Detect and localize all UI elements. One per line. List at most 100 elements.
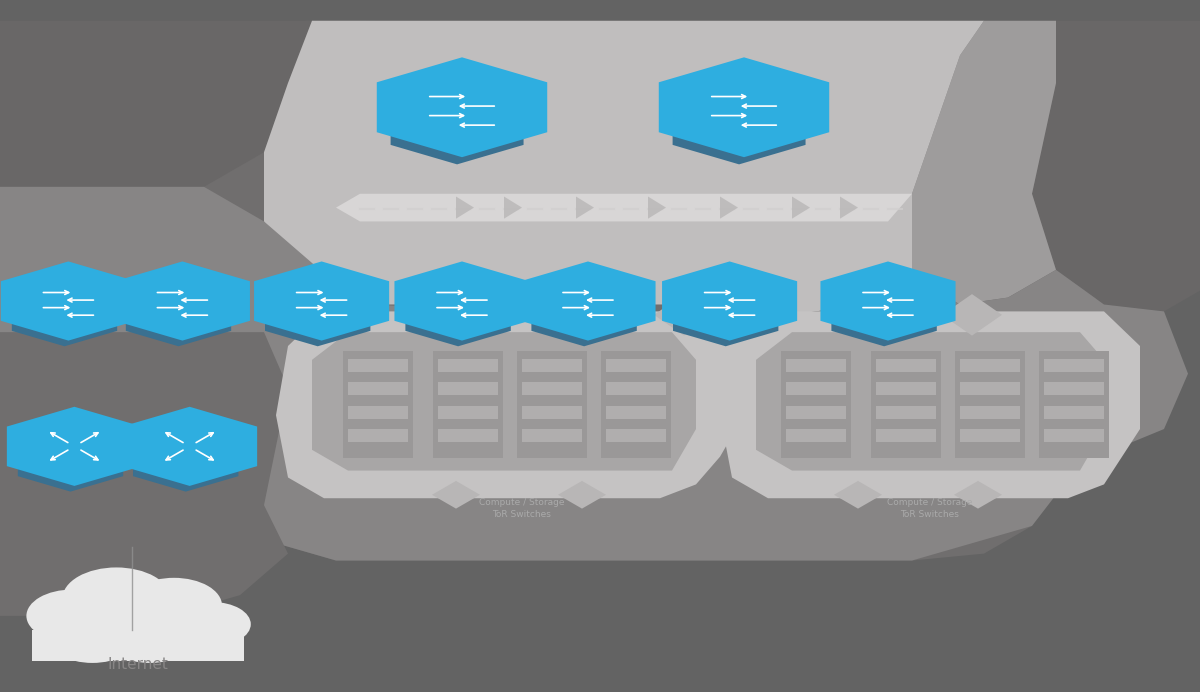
Polygon shape bbox=[432, 481, 480, 509]
Bar bbox=[522, 358, 582, 372]
Polygon shape bbox=[1, 262, 136, 340]
Bar bbox=[438, 382, 498, 395]
Polygon shape bbox=[840, 197, 858, 219]
Bar bbox=[606, 358, 666, 372]
Bar bbox=[960, 430, 1020, 442]
Polygon shape bbox=[912, 21, 1056, 304]
Polygon shape bbox=[673, 284, 779, 346]
Polygon shape bbox=[546, 294, 606, 336]
Bar bbox=[786, 382, 846, 395]
Bar bbox=[786, 430, 846, 442]
Circle shape bbox=[26, 590, 118, 642]
Bar bbox=[606, 406, 666, 419]
Polygon shape bbox=[0, 21, 312, 187]
Polygon shape bbox=[954, 481, 1002, 509]
Polygon shape bbox=[832, 284, 937, 346]
Bar bbox=[871, 352, 941, 459]
Bar bbox=[433, 352, 503, 459]
Polygon shape bbox=[7, 407, 142, 486]
Polygon shape bbox=[532, 284, 637, 346]
Bar bbox=[876, 382, 936, 395]
Polygon shape bbox=[406, 284, 511, 346]
Polygon shape bbox=[18, 430, 124, 491]
Bar bbox=[438, 406, 498, 419]
Text: Internet: Internet bbox=[108, 657, 168, 672]
Polygon shape bbox=[312, 332, 696, 471]
Polygon shape bbox=[822, 294, 882, 336]
Bar bbox=[606, 382, 666, 395]
Bar bbox=[955, 352, 1025, 459]
Bar bbox=[1044, 406, 1104, 419]
Bar bbox=[876, 406, 936, 419]
Polygon shape bbox=[558, 481, 606, 509]
Polygon shape bbox=[122, 407, 257, 486]
Circle shape bbox=[174, 602, 251, 646]
Polygon shape bbox=[0, 21, 1188, 561]
Polygon shape bbox=[391, 86, 523, 165]
Bar bbox=[1044, 358, 1104, 372]
Bar bbox=[348, 358, 408, 372]
Circle shape bbox=[126, 578, 222, 633]
Polygon shape bbox=[0, 450, 288, 616]
Bar bbox=[517, 352, 587, 459]
Bar bbox=[960, 358, 1020, 372]
Bar bbox=[522, 430, 582, 442]
Polygon shape bbox=[264, 21, 984, 318]
Bar bbox=[522, 382, 582, 395]
Polygon shape bbox=[1032, 21, 1200, 311]
Polygon shape bbox=[659, 57, 829, 157]
Text: Compute / Storage
ToR Switches: Compute / Storage ToR Switches bbox=[887, 498, 973, 520]
Polygon shape bbox=[254, 262, 389, 340]
Polygon shape bbox=[377, 57, 547, 157]
Polygon shape bbox=[576, 197, 594, 219]
Polygon shape bbox=[133, 430, 239, 491]
Bar bbox=[786, 358, 846, 372]
Bar bbox=[438, 430, 498, 442]
Polygon shape bbox=[12, 284, 118, 346]
Polygon shape bbox=[834, 481, 882, 509]
Polygon shape bbox=[336, 194, 912, 221]
Bar bbox=[32, 630, 244, 661]
Polygon shape bbox=[276, 311, 756, 498]
Polygon shape bbox=[456, 197, 474, 219]
Polygon shape bbox=[673, 86, 805, 165]
Polygon shape bbox=[395, 262, 529, 340]
Polygon shape bbox=[504, 197, 522, 219]
Bar bbox=[348, 406, 408, 419]
Bar bbox=[438, 358, 498, 372]
Bar bbox=[1044, 430, 1104, 442]
Polygon shape bbox=[648, 197, 666, 219]
Polygon shape bbox=[720, 197, 738, 219]
Polygon shape bbox=[115, 262, 250, 340]
Bar bbox=[960, 406, 1020, 419]
Polygon shape bbox=[662, 262, 797, 340]
Polygon shape bbox=[0, 187, 1188, 561]
Polygon shape bbox=[0, 332, 288, 505]
Circle shape bbox=[104, 610, 196, 663]
Bar bbox=[960, 382, 1020, 395]
Bar bbox=[876, 430, 936, 442]
Bar bbox=[876, 358, 936, 372]
Polygon shape bbox=[654, 294, 714, 336]
Bar bbox=[522, 406, 582, 419]
Polygon shape bbox=[720, 311, 1140, 498]
Bar bbox=[1044, 382, 1104, 395]
Bar bbox=[348, 382, 408, 395]
Circle shape bbox=[47, 610, 138, 663]
Bar bbox=[781, 352, 851, 459]
Bar bbox=[348, 430, 408, 442]
Polygon shape bbox=[126, 284, 232, 346]
Bar bbox=[343, 352, 413, 459]
Circle shape bbox=[62, 567, 170, 630]
Bar bbox=[601, 352, 671, 459]
Polygon shape bbox=[792, 197, 810, 219]
Circle shape bbox=[168, 619, 240, 661]
Text: Compute / Storage
ToR Switches: Compute / Storage ToR Switches bbox=[479, 498, 565, 520]
Polygon shape bbox=[265, 284, 371, 346]
Bar bbox=[1039, 352, 1109, 459]
Polygon shape bbox=[756, 332, 1104, 471]
Bar bbox=[606, 430, 666, 442]
Polygon shape bbox=[426, 294, 486, 336]
Polygon shape bbox=[821, 262, 955, 340]
Bar bbox=[786, 406, 846, 419]
